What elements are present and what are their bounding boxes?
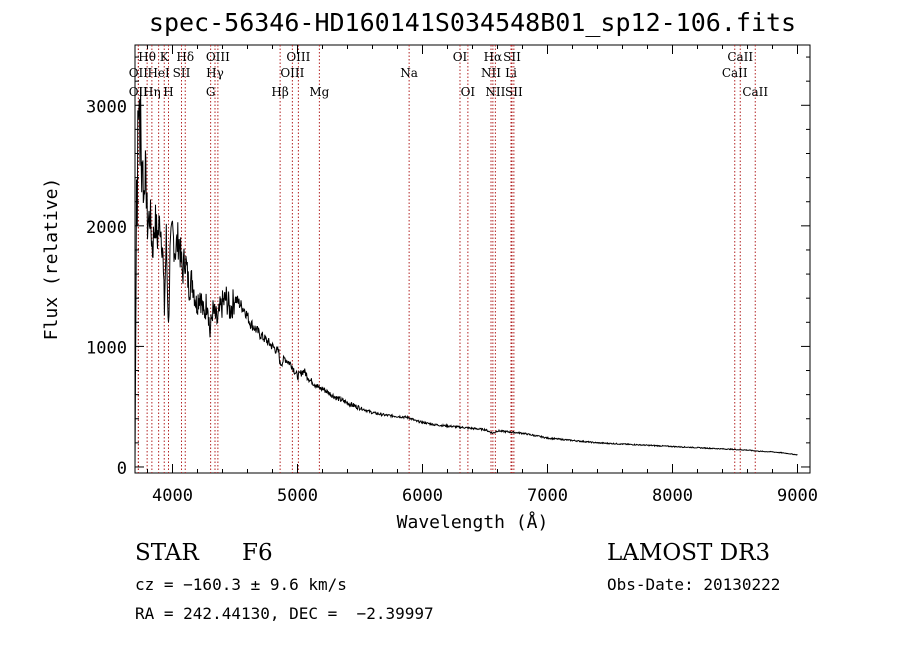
y-tick-label-0: 0 <box>117 459 127 479</box>
spectrum-series <box>134 86 798 468</box>
line-label-13: OIII <box>286 50 310 64</box>
line-label-14: OIII <box>280 66 304 80</box>
coordinates: RA = 242.44130, DEC = −2.39997 <box>135 604 434 623</box>
line-label-24: SII <box>505 85 523 99</box>
survey-name: LAMOST DR3 <box>607 540 771 566</box>
line-label-0: OII <box>129 85 149 99</box>
line-label-8: Hδ <box>176 50 194 64</box>
line-label-25: CaII <box>727 50 753 64</box>
obs-date: Obs-Date: 20130222 <box>607 575 781 594</box>
redshift-text: cz = −160.3 ± 9.6 km/s <box>135 575 347 594</box>
axis-ticks: 4000 5000 6000 7000 8000 9000 0 1000 2000 3000 <box>86 45 818 506</box>
line-label-15: Mg <box>309 85 329 99</box>
line-label-1: Hθ <box>138 50 156 64</box>
line-label-21: NII <box>485 85 505 99</box>
line-label-7: SII <box>173 66 191 80</box>
spectrum-line <box>134 86 798 468</box>
x-tick-label-3: 7000 <box>527 486 568 506</box>
x-tick-label-0: 4000 <box>152 486 193 506</box>
line-label-26: CaII <box>722 66 748 80</box>
line-label-5: K <box>160 50 170 64</box>
object-class: STAR <box>135 540 199 566</box>
chart-title: spec-56346-HD160141S034548B01_sp12-106.f… <box>148 8 797 37</box>
line-label-16: Na <box>400 66 418 80</box>
x-tick-label-1: 5000 <box>277 486 318 506</box>
line-label-11: G <box>206 85 216 99</box>
y-axis-label: Flux (relative) <box>41 178 62 341</box>
line-label-2: OII <box>129 66 149 80</box>
line-label-9: OIII <box>206 50 230 64</box>
line-label-17: OI <box>453 50 468 64</box>
x-tick-label-4: 8000 <box>652 486 693 506</box>
object-subclass: F6 <box>242 540 273 566</box>
line-label-22: SII <box>503 50 521 64</box>
x-tick-label-5: 9000 <box>777 486 818 506</box>
plot-frame <box>134 44 811 474</box>
line-label-10: Hγ <box>206 66 224 80</box>
y-tick-label-2: 2000 <box>86 218 127 238</box>
line-label-27: CaII <box>742 85 768 99</box>
axis-labels: Wavelength (Å) Flux (relative) <box>41 178 548 533</box>
x-tick-label-2: 6000 <box>402 486 443 506</box>
x-axis-label: Wavelength (Å) <box>397 511 549 533</box>
line-label-20: NII <box>481 66 501 80</box>
line-label-18: OI <box>461 85 476 99</box>
plot-border <box>134 44 811 474</box>
y-tick-label-3: 3000 <box>86 97 127 117</box>
line-label-4: HeI <box>147 66 170 80</box>
line-label-3: Hη <box>143 85 161 99</box>
line-label-6: H <box>163 85 173 99</box>
line-label-12: Hβ <box>271 85 288 99</box>
y-tick-label-1: 1000 <box>86 338 127 358</box>
line-markers <box>137 45 756 473</box>
line-label-19: Hα <box>484 50 503 64</box>
line-label-23: Li <box>505 66 517 80</box>
